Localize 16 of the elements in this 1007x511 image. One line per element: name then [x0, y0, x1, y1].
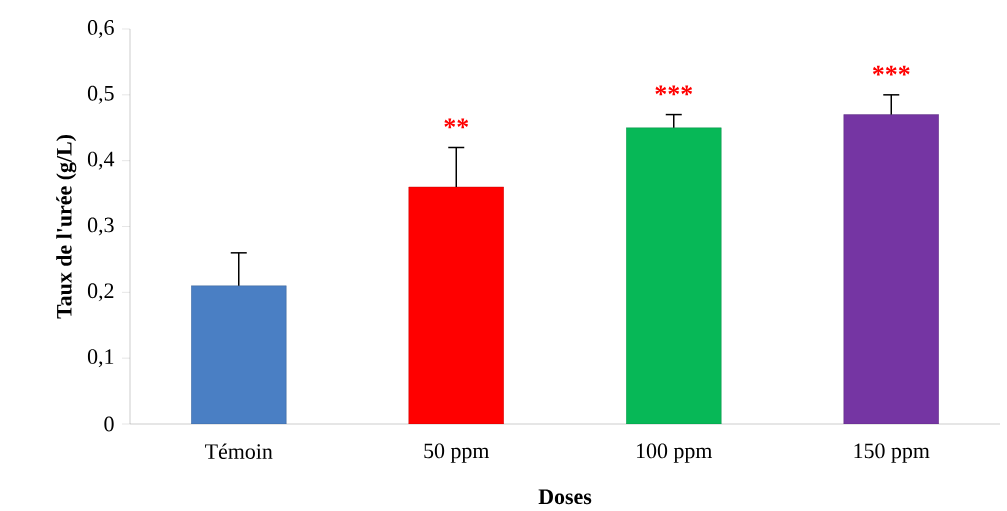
x-tick-label: Témoin: [205, 443, 273, 459]
x-axis-title: Doses: [538, 489, 592, 505]
annotation: **: [444, 118, 469, 129]
y-tick-label: 0,5: [87, 85, 114, 104]
y-axis-title: Taux de l'urée (g/L): [56, 135, 77, 319]
y-tick-label: 0,2: [87, 283, 114, 302]
y-tick-label: 0,4: [87, 151, 115, 170]
annotation: ***: [872, 65, 910, 76]
y-tick-label: 0,3: [87, 217, 114, 236]
annotation: ***: [655, 85, 693, 96]
x-tick-label: 50 ppm: [424, 443, 490, 463]
x-tick-label: 150 ppm: [854, 443, 930, 463]
x-tick-label: 100 ppm: [637, 443, 713, 463]
y-tick-label: 0: [104, 416, 114, 432]
y-tick-label: 0,6: [87, 20, 114, 38]
y-tick-label: 0,1: [87, 349, 114, 368]
